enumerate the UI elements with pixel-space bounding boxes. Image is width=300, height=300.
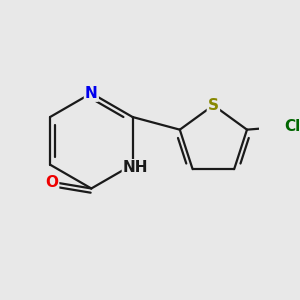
Text: S: S: [208, 98, 219, 113]
Text: NH: NH: [123, 160, 148, 175]
Text: Cl: Cl: [284, 119, 300, 134]
Text: O: O: [45, 175, 58, 190]
Text: N: N: [85, 86, 98, 101]
